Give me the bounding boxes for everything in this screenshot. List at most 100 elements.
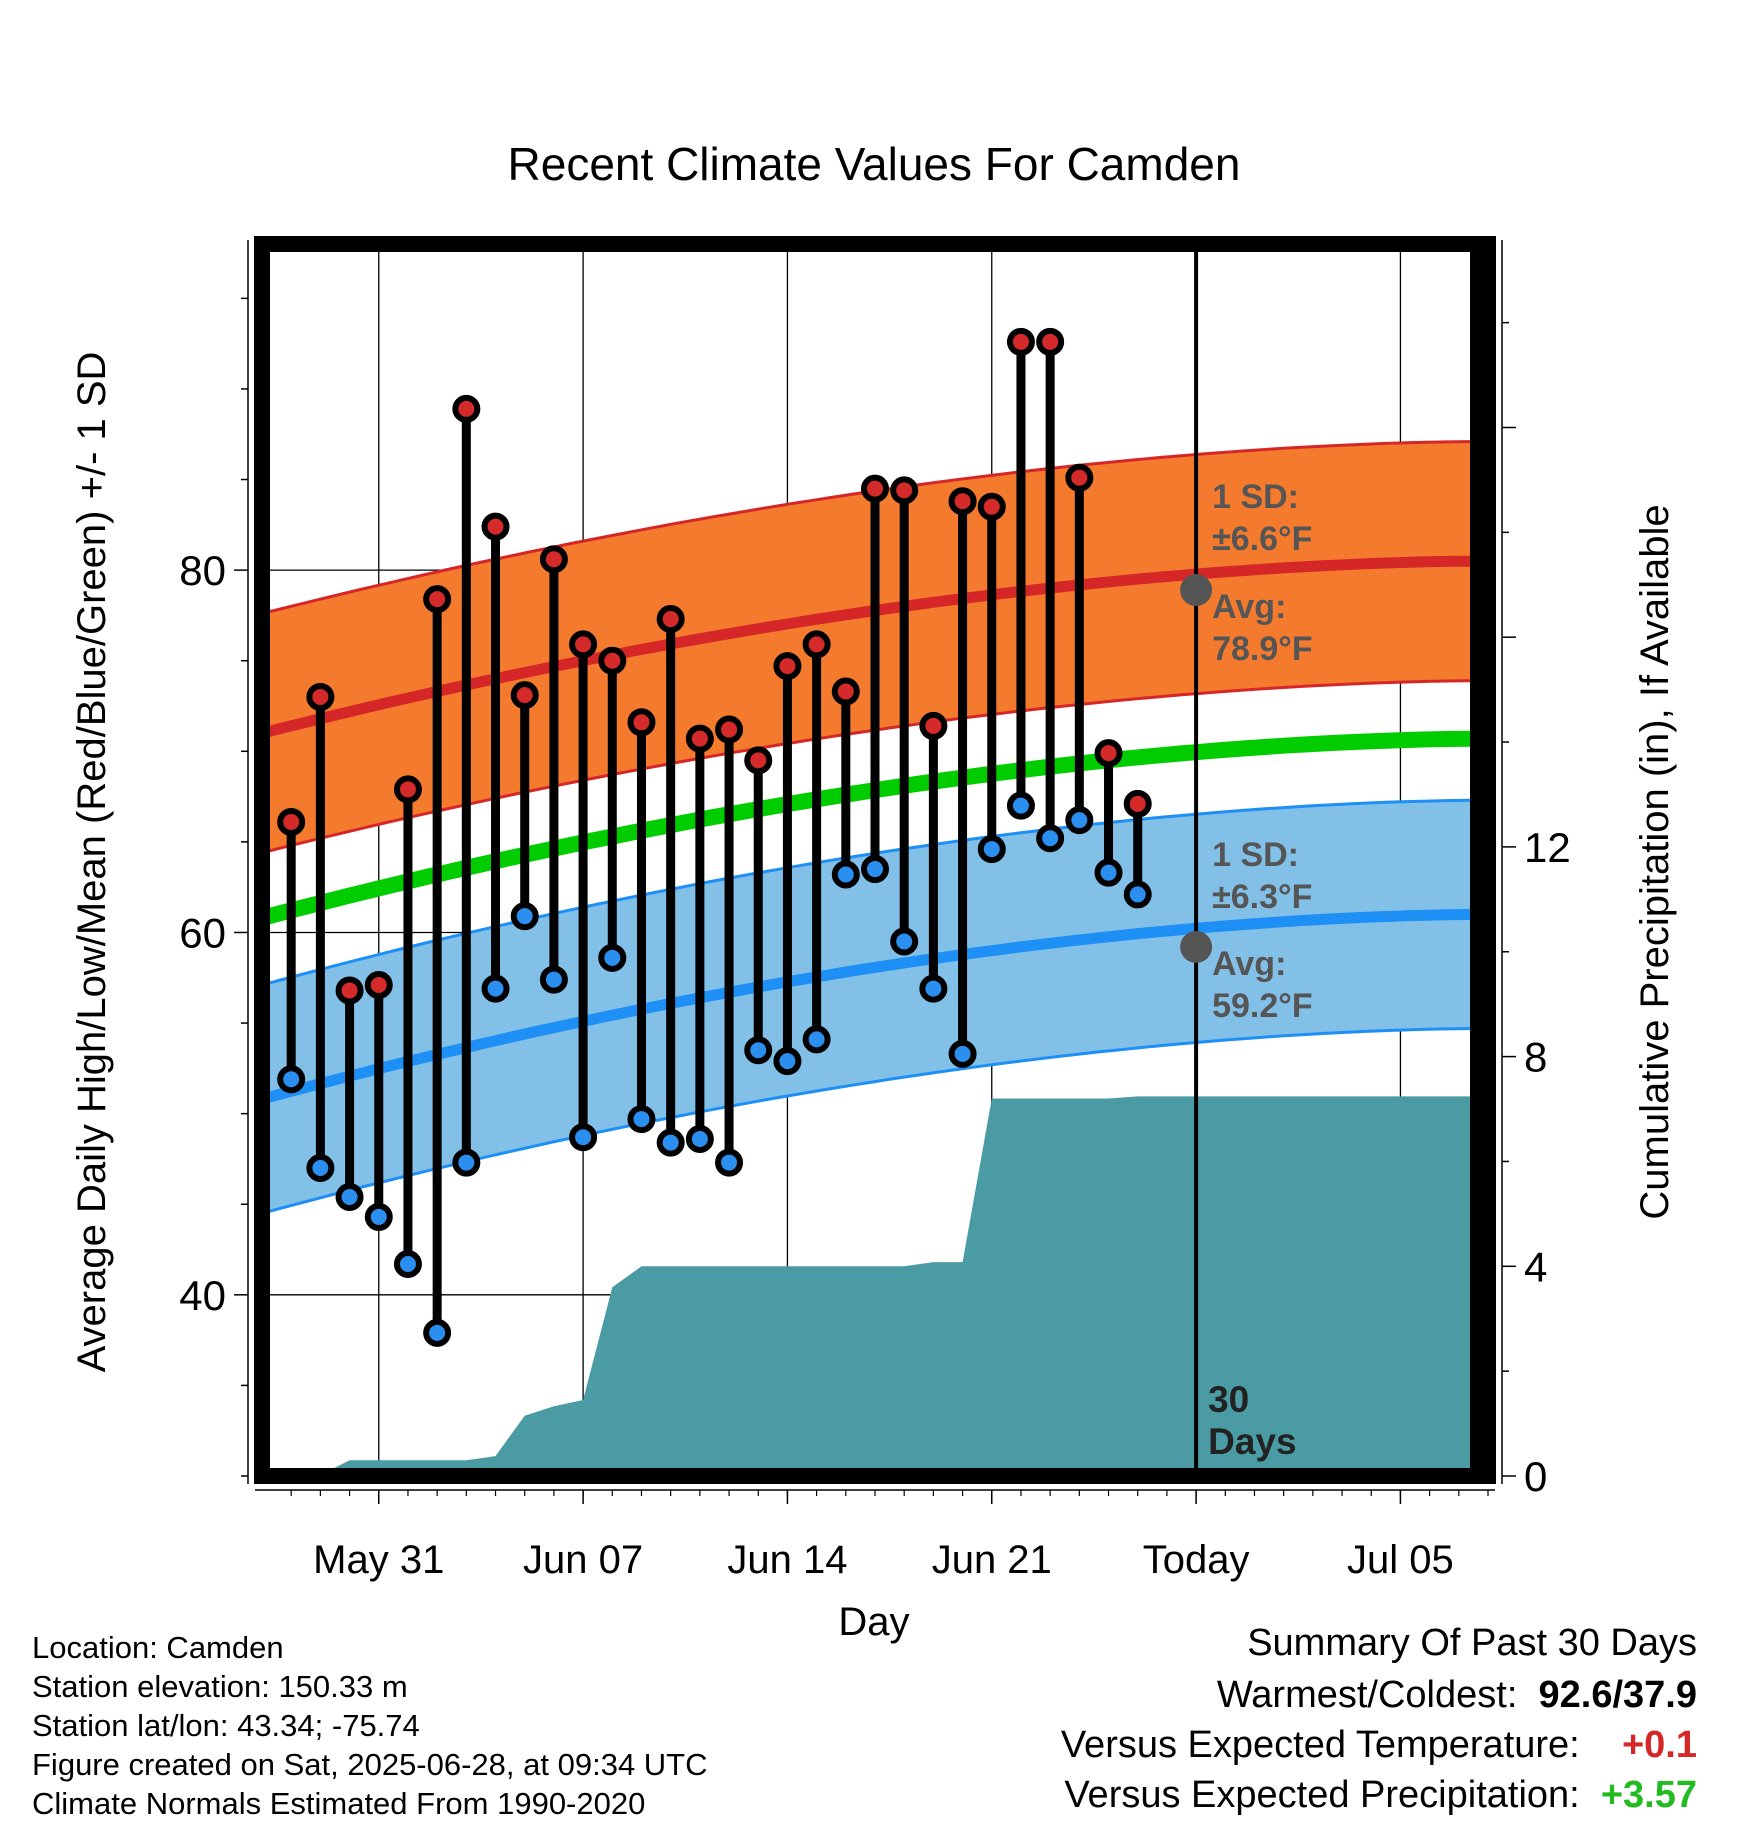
daily-low-point: [715, 1148, 744, 1177]
daily-high-point: [277, 807, 306, 836]
summary-title: Summary Of Past 30 Days: [1247, 1622, 1697, 1664]
x-tick-label: Jul 05: [1347, 1538, 1454, 1582]
daily-low-point: [685, 1125, 714, 1154]
today-label: 30 Days: [1208, 1379, 1296, 1462]
daily-low-point: [831, 860, 860, 889]
daily-high-point: [744, 746, 773, 775]
daily-high-point: [948, 487, 977, 516]
annotations: 1 SD: ±6.6°F Avg: 78.9°F 1 SD: ±6.3°F Avg: 59.2…: [1180, 478, 1313, 1025]
x-tick-label: Jun 14: [727, 1538, 847, 1582]
precip-area: [262, 1096, 1488, 1476]
daily-high-point: [510, 681, 539, 710]
y-left-tick-label: 60: [179, 909, 226, 956]
daily-low-point: [861, 855, 889, 884]
summary-warm-cold: Warmest/Coldest: 92.6/37.9: [1217, 1674, 1697, 1717]
daily-low-point: [1006, 791, 1035, 820]
daily-high-point: [364, 971, 393, 1000]
daily-low-point: [802, 1025, 831, 1054]
precipitation-area: [262, 1096, 1488, 1476]
daily-low-point: [919, 974, 948, 1003]
x-tick-label: Jun 21: [932, 1538, 1052, 1582]
daily-low-point: [569, 1123, 598, 1152]
daily-high-point: [831, 677, 860, 706]
today-label-line: Days: [1208, 1421, 1296, 1462]
footer-created: Figure created on Sat, 2025-06-28, at 09…: [32, 1747, 708, 1782]
daily-high-point: [393, 775, 422, 804]
y-left-tick-label: 80: [179, 547, 226, 594]
low-avg-marker: [1180, 930, 1213, 963]
x-tick-label: Jun 07: [523, 1538, 643, 1582]
daily-low-point: [1123, 880, 1152, 909]
daily-high-point: [802, 630, 831, 659]
high-sd-label: 1 SD:: [1212, 478, 1299, 516]
today-marker: 30 Days: [1194, 244, 1297, 1476]
warm-cold-label: Warmest/Coldest:: [1216, 1674, 1518, 1716]
x-tick-label: May 31: [313, 1538, 444, 1582]
daily-low-point: [598, 943, 627, 972]
daily-low-point: [510, 902, 539, 931]
daily-high-point: [656, 605, 685, 634]
daily-high-point: [1094, 739, 1123, 768]
daily-low-point: [627, 1105, 656, 1134]
daily-high-point: [890, 476, 919, 505]
daily-high-point: [598, 646, 627, 675]
footer-elevation: Station elevation: 150.33 m: [32, 1669, 408, 1704]
daily-low-point: [393, 1250, 422, 1279]
precip-value: +3.57: [1600, 1774, 1697, 1816]
footer-normals: Climate Normals Estimated From 1990-2020: [32, 1786, 646, 1821]
daily-low-point: [773, 1047, 802, 1076]
daily-high-point: [977, 492, 1006, 521]
daily-high-point: [1123, 789, 1152, 818]
daily-low-point: [335, 1182, 364, 1211]
daily-high-point: [306, 682, 335, 711]
low-avg-label: Avg:: [1212, 945, 1286, 983]
daily-low-point: [452, 1148, 481, 1177]
daily-high-point: [861, 474, 889, 503]
high-avg-value: 78.9°F: [1212, 630, 1313, 668]
temp-label: Versus Expected Temperature:: [1060, 1724, 1580, 1766]
daily-low-point: [744, 1036, 773, 1065]
y-right-tick-label: 4: [1524, 1243, 1547, 1290]
plot-frame: [254, 236, 1496, 1484]
plot-border: [254, 236, 1496, 1484]
daily-low-point: [423, 1318, 452, 1347]
daily-low-point: [481, 974, 510, 1003]
summary-temp: Versus Expected Temperature: +0.1: [1061, 1724, 1697, 1767]
axes: 40 60 80 0 4 8 12 May 31 Jun 07 Jun 14 Jun 21 Today…: [179, 240, 1571, 1582]
x-axis-label: Day: [838, 1600, 909, 1644]
footer-location: Location: Camden: [32, 1630, 284, 1665]
chart-title: Recent Climate Values For Camden: [508, 138, 1241, 190]
daily-high-point: [1065, 463, 1094, 492]
x-tick-label: Today: [1143, 1538, 1250, 1582]
daily-high-point: [423, 585, 452, 614]
daily-high-point: [481, 512, 510, 541]
low-avg-value: 59.2°F: [1212, 987, 1313, 1025]
y-right-tick-label: 0: [1524, 1453, 1547, 1500]
daily-low-point: [306, 1154, 335, 1182]
daily-high-point: [919, 711, 948, 740]
y-axis-left-label: Average Daily High/Low/Mean (Red/Blue/Gr…: [70, 352, 114, 1373]
precip-label: Versus Expected Precipitation:: [1064, 1774, 1580, 1816]
daily-low-point: [1065, 806, 1094, 835]
temp-value: +0.1: [1621, 1724, 1697, 1766]
daily-low-point: [890, 927, 919, 956]
daily-low-point: [1036, 824, 1065, 853]
today-label-line: 30: [1208, 1379, 1249, 1420]
daily-low-point: [364, 1202, 393, 1231]
daily-low-point: [948, 1039, 977, 1068]
daily-high-point: [1006, 327, 1035, 356]
daily-low-point: [539, 965, 568, 994]
daily-low-point: [277, 1065, 306, 1094]
y-right-tick-label: 8: [1524, 1034, 1547, 1081]
y-left-tick-label: 40: [179, 1272, 226, 1319]
low-sd-value: ±6.3°F: [1212, 878, 1312, 916]
daily-stems: [277, 327, 1152, 1347]
daily-high-point: [773, 652, 802, 681]
high-avg-marker: [1180, 574, 1213, 607]
y-right-tick-label: 12: [1524, 824, 1571, 871]
footer-latlon: Station lat/lon: 43.34; -75.74: [32, 1708, 420, 1743]
high-avg-label: Avg:: [1212, 588, 1286, 626]
daily-high-point: [627, 708, 656, 737]
summary-precip: Versus Expected Precipitation: +3.57: [1064, 1774, 1697, 1817]
